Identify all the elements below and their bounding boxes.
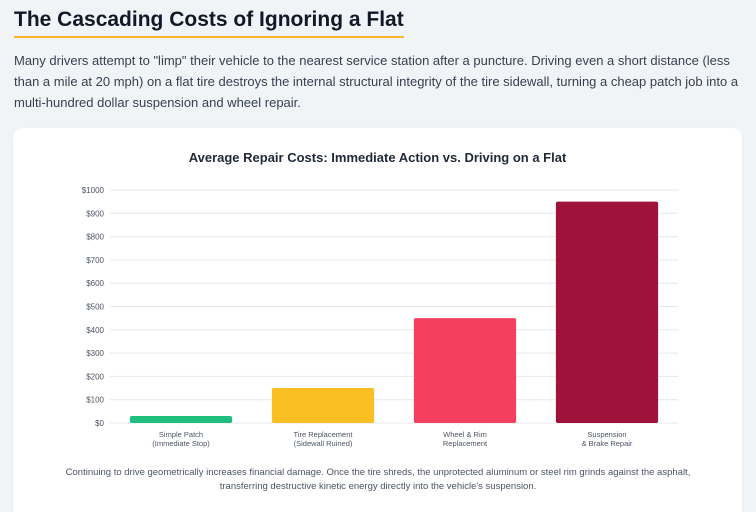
bar — [555, 201, 659, 423]
bar-chart: $0 $100 $200 $300 $400 $500 $600 $700 $800 $900 $1… — [82, 186, 678, 448]
bar — [413, 318, 517, 423]
y-tick-label: $200 — [86, 372, 104, 381]
chart-caption: Continuing to drive geometrically increa… — [65, 467, 691, 492]
bar — [271, 388, 375, 423]
x-tick-label: Tire Replacement — [294, 430, 354, 439]
x-tick-label: (Immediate Stop) — [152, 439, 210, 448]
y-tick-label: $800 — [86, 233, 104, 242]
intro-paragraph: Many drivers attempt to "limp" their veh… — [14, 53, 739, 110]
chart-title: Average Repair Costs: Immediate Action v… — [188, 150, 567, 165]
x-tick-label: (Sidewall Ruined) — [294, 439, 353, 448]
x-tick-label: Wheel & Rim — [443, 430, 487, 439]
y-tick-label: $0 — [95, 419, 104, 428]
y-tick-label: $600 — [86, 279, 104, 288]
bar — [129, 416, 233, 423]
y-tick-label: $900 — [86, 209, 104, 218]
y-tick-label: $1000 — [82, 186, 105, 195]
y-tick-label: $100 — [86, 396, 104, 405]
chart-card: Average Repair Costs: Immediate Action v… — [13, 128, 742, 512]
x-tick-label: Simple Patch — [159, 430, 203, 439]
y-tick-label: $500 — [86, 303, 104, 312]
y-tick-label: $400 — [86, 326, 104, 335]
page-title: The Cascading Costs of Ignoring a Flat — [14, 8, 404, 38]
x-tick-label: Replacement — [443, 439, 488, 448]
y-tick-label: $700 — [86, 256, 104, 265]
x-tick-label: & Brake Repair — [582, 439, 633, 448]
y-tick-label: $300 — [86, 349, 104, 358]
x-tick-label: Suspension — [587, 430, 626, 439]
